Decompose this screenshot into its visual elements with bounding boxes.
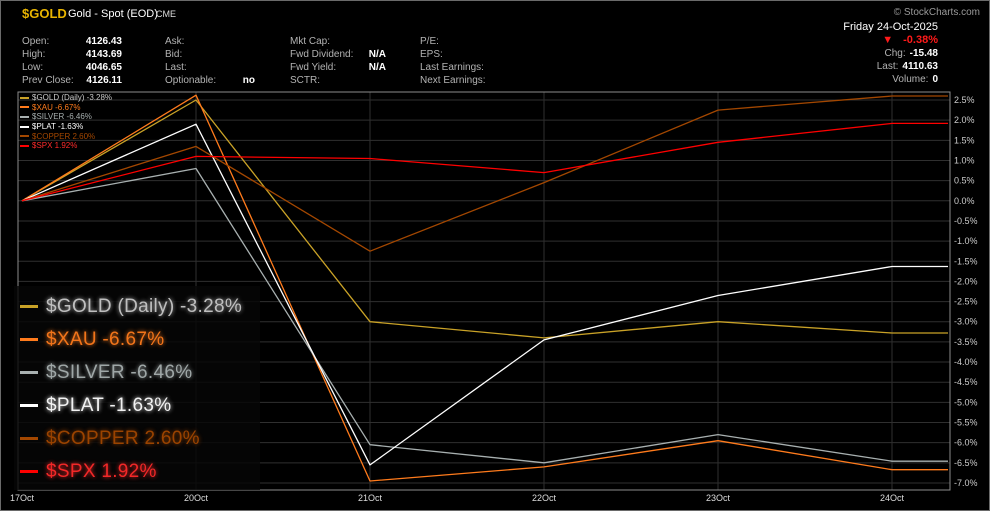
chart-legend: $GOLD (Daily) -3.28% $XAU -6.67% $SILVER… — [20, 93, 112, 151]
chart-line-xau — [21, 94, 948, 482]
legend-color-dash — [20, 338, 38, 341]
last-price-row: Last: 4110.63 — [876, 61, 938, 72]
quote-last-row: Last: — [165, 62, 187, 73]
y-axis-label: -1.5% — [954, 256, 978, 266]
x-axis-label: 17Oct — [10, 493, 35, 503]
quote-fwd-dividend-row: Fwd Dividend: N/A — [290, 49, 386, 60]
y-axis-label: -6.0% — [954, 438, 978, 448]
chart-line-spx — [21, 122, 948, 202]
y-axis-label: -7.0% — [954, 478, 978, 488]
quote-next-earnings-row: Next Earnings: — [420, 75, 486, 86]
legend-color-dash — [20, 125, 29, 128]
legend-color-dash — [20, 96, 29, 99]
y-axis-label: -5.5% — [954, 418, 978, 428]
quote-column-prices: Open: 4126.43 High: 4143.69 Low: 4046.65 Pr… — [22, 35, 122, 87]
overlay-legend-item-copper: $COPPER 2.60% — [20, 422, 260, 455]
overlay-legend-item-plat: $PLAT -1.63% — [20, 389, 260, 422]
y-axis-label: 1.0% — [954, 155, 975, 165]
y-axis-label: -3.5% — [954, 337, 978, 347]
quote-column-bid-ask: Ask: Bid: Last: Optionable: no — [165, 35, 255, 87]
y-axis-label: -3.0% — [954, 317, 978, 327]
quote-eps-row: EPS: — [420, 49, 443, 60]
y-axis-label: 2.5% — [954, 95, 975, 105]
quote-pe-row: P/E: — [420, 36, 439, 47]
overlay-legend-item-silver: $SILVER -6.46% — [20, 356, 260, 389]
legend-color-dash — [20, 144, 29, 147]
quote-date: Friday 24-Oct-2025 — [843, 21, 938, 33]
legend-color-dash — [20, 305, 38, 308]
legend-item-plat: $PLAT -1.63% — [20, 122, 112, 132]
overlay-legend-item-xau: $XAU -6.67% — [20, 323, 260, 356]
y-axis-label: -2.5% — [954, 297, 978, 307]
quote-sctr-row: SCTR: — [290, 75, 320, 86]
x-axis-label: 20Oct — [184, 493, 209, 503]
y-axis-label: -6.5% — [954, 458, 978, 468]
legend-color-dash — [20, 371, 38, 374]
quote-prev-close-row: Prev Close: 4126.11 — [22, 75, 122, 86]
overlay-legend-item-spx: $SPX 1.92% — [20, 455, 260, 488]
y-axis-label: 1.5% — [954, 135, 975, 145]
y-axis-label: -4.0% — [954, 357, 978, 367]
legend-item-copper: $COPPER 2.60% — [20, 131, 112, 141]
quote-low-row: Low: 4046.65 — [22, 62, 122, 73]
x-axis-label: 23Oct — [706, 493, 731, 503]
quote-bid-row: Bid: — [165, 49, 183, 60]
quote-last-earnings-row: Last Earnings: — [420, 62, 484, 73]
y-axis-label: -4.5% — [954, 377, 978, 387]
chart-line-silver — [21, 167, 948, 464]
y-axis-label: 0.5% — [954, 176, 975, 186]
change-percent-value: -0.38% — [903, 34, 938, 46]
quote-column-fundamentals: Mkt Cap: Fwd Dividend: N/A Fwd Yield: N/A … — [290, 35, 386, 87]
overlay-legend-item-gold: $GOLD (Daily) -3.28% — [20, 290, 260, 323]
x-axis-label: 22Oct — [532, 493, 557, 503]
change-percent: ▼ -0.38% — [843, 34, 938, 47]
x-axis-label: 21Oct — [358, 493, 383, 503]
legend-item-gold: $GOLD (Daily) -3.28% — [20, 93, 112, 103]
quote-high-row: High: 4143.69 — [22, 49, 122, 60]
down-arrow-icon: ▼ — [882, 34, 894, 46]
legend-color-dash — [20, 470, 38, 473]
quote-summary-block: Friday 24-Oct-2025 ▼ -0.38% Chg: -15.48 La… — [843, 21, 938, 86]
legend-color-dash — [20, 437, 38, 440]
y-axis-label: 0.0% — [954, 196, 975, 206]
legend-color-dash — [20, 135, 29, 138]
copyright: © StockCharts.com — [893, 7, 980, 18]
y-axis-label: -5.0% — [954, 397, 978, 407]
x-axis-label: 24Oct — [880, 493, 905, 503]
legend-color-dash — [20, 106, 29, 109]
legend-item-spx: $SPX 1.92% — [20, 141, 112, 151]
chart-line-copper — [21, 95, 948, 252]
exchange-label: CME — [156, 9, 176, 19]
quote-column-earnings: P/E: EPS: Last Earnings: Next Earnings: — [420, 35, 530, 87]
quote-ask-row: Ask: — [165, 36, 185, 47]
quote-optionable-row: Optionable: no — [165, 75, 255, 86]
change-row: Chg: -15.48 — [884, 48, 938, 59]
chart-line-gold — [21, 99, 948, 339]
y-axis-label: -2.0% — [954, 276, 978, 286]
legend-color-dash — [20, 115, 29, 118]
y-axis-label: 2.0% — [954, 115, 975, 125]
quote-fwd-yield-row: Fwd Yield: N/A — [290, 62, 386, 73]
symbol: $GOLD — [22, 6, 67, 21]
quote-mktcap-row: Mkt Cap: — [290, 36, 331, 47]
y-axis-label: -0.5% — [954, 216, 978, 226]
legend-item-xau: $XAU -6.67% — [20, 103, 112, 113]
instrument-name: Gold - Spot (EOD) — [68, 8, 158, 20]
legend-item-silver: $SILVER -6.46% — [20, 112, 112, 122]
y-axis-label: -1.0% — [954, 236, 978, 246]
quote-open-row: Open: 4126.43 — [22, 36, 122, 47]
legend-color-dash — [20, 404, 38, 407]
magnified-legend-overlay: $GOLD (Daily) -3.28% $XAU -6.67% $SILVER… — [14, 286, 260, 490]
volume-row: Volume: 0 — [892, 74, 938, 85]
chart-line-plat — [21, 123, 948, 466]
